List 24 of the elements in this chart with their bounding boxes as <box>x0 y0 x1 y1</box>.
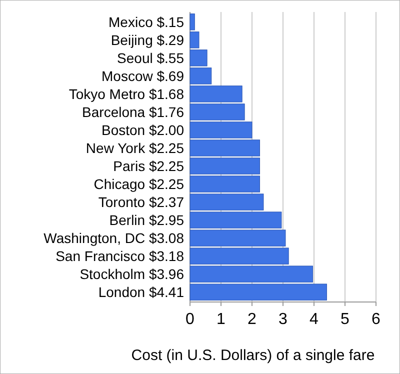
y-tick-label: Moscow $.69 <box>102 68 184 84</box>
y-tick-label: Stockholm $3.96 <box>80 266 184 282</box>
x-tick-label: 1 <box>216 311 226 328</box>
y-tick-label: Tokyo Metro $1.68 <box>68 86 184 102</box>
x-tick-label: 5 <box>340 311 350 328</box>
y-tick-label: Barcelona $1.76 <box>82 104 184 120</box>
y-tick-label: Beijing $.29 <box>110 32 184 48</box>
x-tick-label: 2 <box>248 311 257 328</box>
y-tick-label: Paris $2.25 <box>113 158 184 174</box>
y-tick-label: Chicago $2.25 <box>94 176 184 192</box>
y-tick-label: Berlin $2.95 <box>109 212 184 228</box>
x-tick-label: 3 <box>278 311 288 328</box>
y-tick-label: Toronto $2.37 <box>98 194 184 210</box>
y-tick-label: Mexico $.15 <box>108 14 184 30</box>
x-tick-label: 4 <box>310 311 319 328</box>
y-tick-label: Seoul $.55 <box>117 50 184 66</box>
y-tick-label: New York $2.25 <box>86 140 184 156</box>
y-tick-label: London $4.41 <box>98 284 184 300</box>
x-tick-label: 0 <box>186 311 195 328</box>
y-tick-label: San Francisco $3.18 <box>56 248 184 264</box>
x-axis-title: Cost (in U.S. Dollars) of a single fare <box>131 347 375 364</box>
y-tick-label: Washington, DC $3.08 <box>44 230 184 246</box>
x-tick-label: 6 <box>372 311 381 328</box>
y-tick-label: Boston $2.00 <box>101 122 184 138</box>
